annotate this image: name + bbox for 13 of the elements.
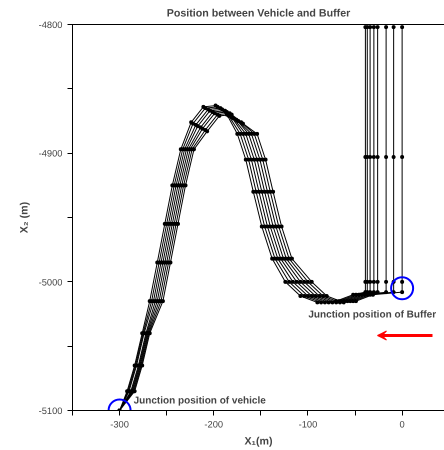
x-tick-label: 0: [400, 420, 405, 430]
y-axis-title: X₂ (m): [18, 201, 31, 234]
x-tick-label: -100: [298, 420, 318, 430]
chart-title: Position between Vehicle and Buffer: [166, 8, 350, 20]
y-tick-label: -5000: [38, 277, 62, 288]
annotation: Junction position of vehicle: [134, 396, 266, 406]
annotation: Junction position of Buffer: [308, 309, 436, 320]
x-tick-label: -200: [204, 420, 224, 430]
x-axis-title: X₁(m): [244, 436, 273, 448]
y-tick-label: -4800: [38, 20, 62, 30]
x-tick-label: -300: [110, 420, 129, 430]
y-tick-label: -4900: [38, 148, 62, 159]
y-tick-label: -5100: [38, 406, 62, 416]
